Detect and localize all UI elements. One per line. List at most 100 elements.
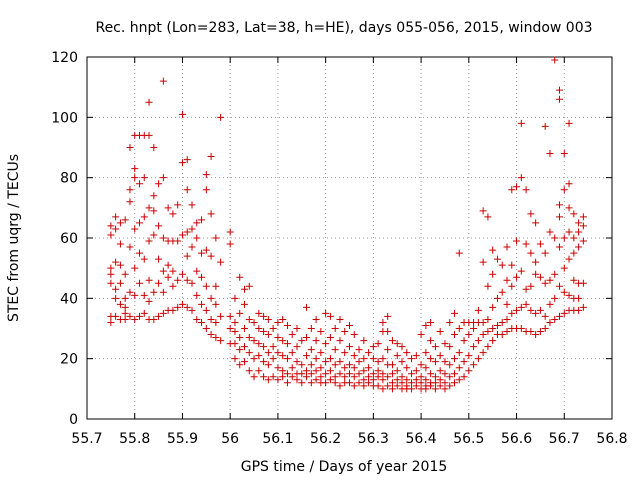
data-point — [388, 385, 396, 393]
data-point — [317, 364, 325, 372]
data-point — [116, 261, 124, 269]
data-point — [474, 355, 482, 363]
data-point — [126, 243, 134, 251]
data-point — [326, 334, 334, 342]
data-point — [346, 370, 353, 378]
data-point — [155, 279, 163, 287]
data-point — [503, 276, 511, 284]
data-point — [236, 334, 244, 342]
data-point — [250, 355, 258, 363]
data-point — [441, 385, 449, 393]
data-point — [431, 343, 439, 351]
y-tick-label: 40 — [60, 291, 78, 307]
data-point — [322, 309, 330, 317]
data-point — [178, 159, 186, 167]
y-tick-label: 0 — [69, 412, 78, 428]
data-point — [145, 204, 153, 212]
x-tick-label: 56 — [221, 431, 239, 447]
data-point — [388, 361, 396, 369]
data-point — [183, 186, 191, 194]
data-point — [489, 246, 497, 254]
data-point — [341, 373, 349, 381]
data-point — [546, 228, 554, 236]
data-point — [126, 186, 134, 194]
data-point — [408, 379, 416, 387]
data-point — [565, 255, 573, 263]
data-point — [479, 349, 487, 357]
data-point — [393, 367, 401, 375]
data-point — [264, 331, 272, 339]
data-point — [245, 349, 253, 357]
data-point — [579, 222, 587, 230]
data-point — [198, 249, 206, 257]
data-point — [245, 282, 253, 290]
data-point — [317, 349, 325, 357]
data-point — [513, 237, 521, 245]
x-tick-label: 56.1 — [262, 431, 293, 447]
data-point — [150, 288, 158, 296]
data-point — [279, 315, 287, 323]
data-point — [236, 309, 244, 317]
data-point — [231, 328, 239, 336]
data-point — [398, 373, 406, 381]
data-point — [436, 382, 444, 390]
data-point — [350, 382, 358, 390]
data-point — [350, 352, 358, 360]
data-point — [513, 273, 521, 281]
data-point — [479, 318, 487, 326]
data-point — [384, 346, 392, 354]
data-point — [379, 355, 387, 363]
data-point — [312, 355, 320, 363]
data-point — [293, 376, 301, 384]
data-point — [164, 261, 172, 269]
data-point — [403, 382, 411, 390]
data-point — [145, 98, 153, 106]
data-point — [174, 303, 182, 311]
data-point — [422, 349, 430, 357]
data-point — [188, 243, 196, 251]
data-point — [508, 186, 516, 194]
data-point — [178, 270, 186, 278]
data-point — [274, 349, 282, 357]
data-point — [131, 174, 139, 182]
data-point — [145, 297, 153, 305]
data-point — [517, 174, 525, 182]
data-point — [236, 346, 244, 354]
data-point — [556, 282, 563, 290]
data-point — [174, 276, 182, 284]
data-point — [575, 306, 583, 314]
data-point — [283, 379, 291, 387]
data-point — [303, 373, 311, 381]
data-point — [260, 343, 268, 351]
data-point — [560, 150, 568, 158]
data-point — [489, 337, 497, 345]
data-point — [293, 325, 301, 332]
data-point — [384, 382, 392, 390]
data-point — [503, 300, 511, 308]
data-point — [384, 312, 392, 320]
data-point — [346, 361, 353, 369]
data-point — [293, 343, 301, 351]
data-point — [307, 325, 315, 332]
data-point — [121, 294, 129, 302]
data-point — [255, 340, 263, 348]
data-point — [336, 382, 344, 390]
y-tick-labels: 0 20 40 60 80 100 120 — [51, 50, 78, 428]
data-point — [503, 243, 511, 251]
data-point — [140, 174, 148, 182]
data-point — [517, 303, 525, 311]
data-point — [312, 376, 320, 384]
data-point — [193, 219, 201, 227]
data-point — [374, 382, 382, 390]
data-point — [417, 379, 425, 387]
data-point — [150, 207, 158, 215]
data-point — [517, 325, 525, 332]
data-point — [126, 312, 134, 320]
data-point — [207, 153, 215, 161]
data-point — [217, 113, 225, 121]
data-point — [346, 379, 353, 387]
data-point — [312, 315, 320, 323]
data-point — [212, 300, 220, 308]
data-point — [360, 337, 368, 345]
data-point — [231, 318, 239, 326]
